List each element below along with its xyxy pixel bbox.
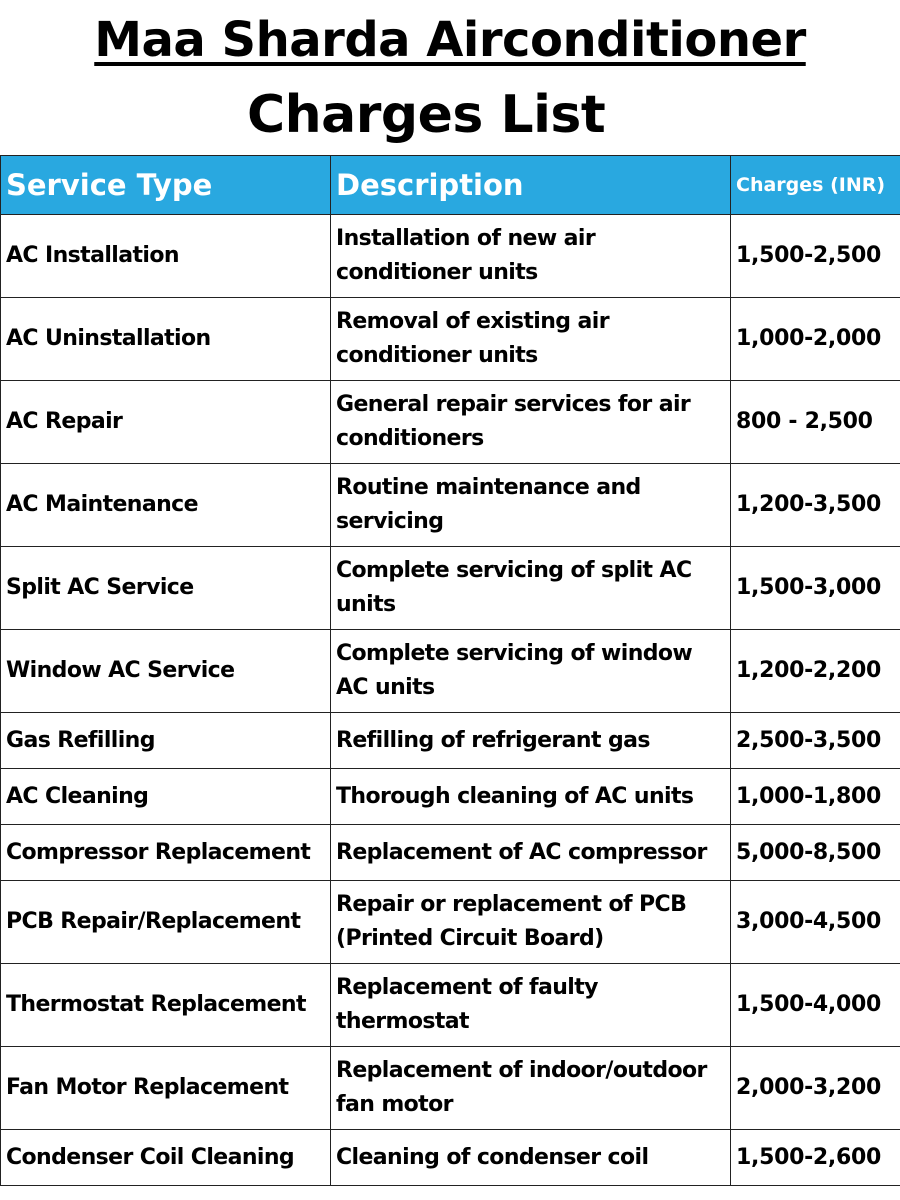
table-row: Fan Motor Replacement Replacement of ind…: [0, 1046, 900, 1130]
table-row: Thermostat Replacement Replacement of fa…: [0, 963, 900, 1047]
description-cell: Replacement of AC compressor: [330, 824, 731, 881]
table-row: Gas Refilling Refilling of refrigerant g…: [0, 712, 900, 769]
table-row: PCB Repair/Replacement Repair or replace…: [0, 880, 900, 964]
charges-cell: 800 - 2,500: [730, 380, 900, 464]
charges-cell: 1,500-2,600: [730, 1129, 900, 1186]
description-cell: Installation of new air conditioner unit…: [330, 214, 731, 298]
description-cell: Routine maintenance and servicing: [330, 463, 731, 547]
charges-cell: 1,000-2,000: [730, 297, 900, 381]
table-row: Compressor Replacement Replacement of AC…: [0, 824, 900, 881]
charges-cell: 1,000-1,800: [730, 768, 900, 825]
charges-cell: 1,500-2,500: [730, 214, 900, 298]
service-type-cell: Compressor Replacement: [0, 824, 331, 881]
table-row: Condenser Coil Cleaning Cleaning of cond…: [0, 1129, 900, 1186]
table-row: AC Maintenance Routine maintenance and s…: [0, 463, 900, 547]
table-row: Split AC Service Complete servicing of s…: [0, 546, 900, 630]
service-type-cell: Fan Motor Replacement: [0, 1046, 331, 1130]
service-type-cell: Gas Refilling: [0, 712, 331, 769]
service-type-cell: AC Maintenance: [0, 463, 331, 547]
charges-cell: 1,200-3,500: [730, 463, 900, 547]
header-service-type: Service Type: [0, 155, 331, 215]
description-cell: Thorough cleaning of AC units: [330, 768, 731, 825]
service-type-cell: Window AC Service: [0, 629, 331, 713]
service-type-cell: Condenser Coil Cleaning: [0, 1129, 331, 1186]
service-type-cell: PCB Repair/Replacement: [0, 880, 331, 964]
charges-cell: 2,500-3,500: [730, 712, 900, 769]
table-row: AC Uninstallation Removal of existing ai…: [0, 297, 900, 381]
table-row: Window AC Service Complete servicing of …: [0, 629, 900, 713]
header-description: Description: [330, 155, 731, 215]
charges-table: Service Type Description Charges (INR) A…: [0, 155, 900, 1186]
description-cell: Refilling of refrigerant gas: [330, 712, 731, 769]
title-block: Maa Sharda Airconditioner Charges List: [0, 0, 900, 156]
service-type-cell: Split AC Service: [0, 546, 331, 630]
charges-cell: 2,000-3,200: [730, 1046, 900, 1130]
service-type-cell: AC Cleaning: [0, 768, 331, 825]
service-type-cell: AC Repair: [0, 380, 331, 464]
description-cell: Removal of existing air conditioner unit…: [330, 297, 731, 381]
table-row: AC Installation Installation of new air …: [0, 214, 900, 298]
page-subtitle: Charges List: [247, 85, 606, 145]
service-type-cell: AC Installation: [0, 214, 331, 298]
description-cell: Replacement of faulty thermostat: [330, 963, 731, 1047]
charges-cell: 1,500-3,000: [730, 546, 900, 630]
table-header-row: Service Type Description Charges (INR): [0, 155, 900, 215]
description-cell: Cleaning of condenser coil: [330, 1129, 731, 1186]
charges-cell: 5,000-8,500: [730, 824, 900, 881]
charges-cell: 1,200-2,200: [730, 629, 900, 713]
page-title: Maa Sharda Airconditioner: [0, 8, 900, 72]
header-charges: Charges (INR): [730, 155, 900, 215]
description-cell: Complete servicing of window AC units: [330, 629, 731, 713]
description-cell: Complete servicing of split AC units: [330, 546, 731, 630]
description-cell: Repair or replacement of PCB (Printed Ci…: [330, 880, 731, 964]
service-type-cell: Thermostat Replacement: [0, 963, 331, 1047]
table-row: AC Repair General repair services for ai…: [0, 380, 900, 464]
page-title-text: Maa Sharda Airconditioner: [94, 12, 806, 68]
description-cell: Replacement of indoor/outdoor fan motor: [330, 1046, 731, 1130]
description-cell: General repair services for air conditio…: [330, 380, 731, 464]
service-type-cell: AC Uninstallation: [0, 297, 331, 381]
charges-cell: 3,000-4,500: [730, 880, 900, 964]
table-row: AC Cleaning Thorough cleaning of AC unit…: [0, 768, 900, 825]
charges-cell: 1,500-4,000: [730, 963, 900, 1047]
